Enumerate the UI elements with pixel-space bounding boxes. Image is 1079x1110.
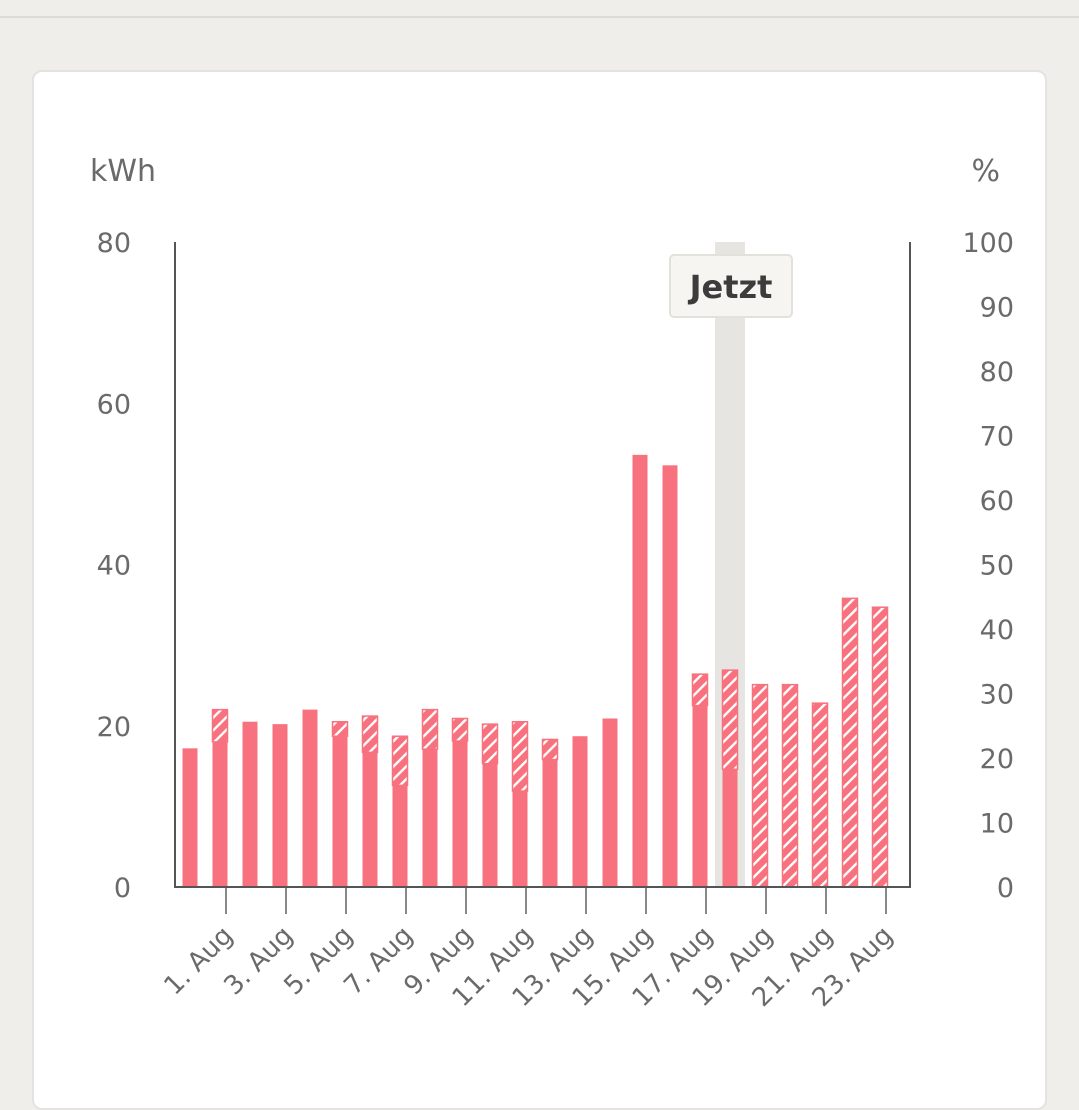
bar-10 — [452, 741, 468, 887]
left-tick-label: 20 — [97, 712, 131, 743]
bar-hatched-20 — [751, 683, 769, 888]
bar-2 — [212, 741, 228, 887]
bar-hatched-19 — [721, 669, 739, 771]
bar-hatched-6 — [331, 720, 349, 737]
bar-14 — [572, 736, 588, 887]
bar-hatched-8 — [391, 735, 409, 787]
right-tick-label: 100 — [962, 228, 1014, 259]
now-marker-tooltip — [669, 254, 793, 318]
right-tick-label: 20 — [980, 744, 1014, 775]
bar-16 — [632, 454, 648, 887]
bar-6 — [332, 736, 348, 887]
right-tick-label: 80 — [980, 357, 1014, 388]
bar-7 — [362, 752, 378, 887]
right-tick-label: 40 — [980, 615, 1014, 646]
bar-hatched-12 — [511, 720, 529, 792]
bar-hatched-18 — [691, 673, 709, 707]
left-tick-label: 80 — [97, 228, 131, 259]
chart-card — [32, 70, 1047, 1110]
right-tick-label: 0 — [997, 873, 1014, 904]
bar-hatched-2 — [211, 708, 229, 743]
right-tick-label: 70 — [980, 422, 1014, 453]
bar-hatched-13 — [541, 738, 559, 761]
bar-hatched-10 — [451, 717, 469, 742]
left-axis-unit: kWh — [90, 154, 156, 189]
bar-13 — [542, 759, 558, 887]
bar-5 — [302, 709, 318, 887]
bar-hatched-9 — [421, 708, 439, 750]
bar-17 — [662, 465, 678, 887]
top-divider — [0, 16, 1079, 18]
bar-11 — [482, 763, 498, 887]
bar-hatched-11 — [481, 723, 499, 765]
now-marker-label: Jetzt — [688, 268, 773, 306]
bar-1 — [182, 748, 198, 887]
left-tick-label: 40 — [97, 551, 131, 582]
right-tick-label: 30 — [980, 680, 1014, 711]
bar-hatched-21 — [781, 683, 799, 888]
left-tick-label: 0 — [114, 873, 131, 904]
bar-hatched-7 — [361, 715, 379, 754]
right-tick-label: 60 — [980, 486, 1014, 517]
bar-hatched-23 — [841, 597, 859, 888]
bar-12 — [512, 791, 528, 887]
bar-9 — [422, 749, 438, 887]
bar-4 — [272, 724, 288, 887]
right-tick-label: 10 — [980, 809, 1014, 840]
right-tick-label: 90 — [980, 293, 1014, 324]
bar-8 — [392, 785, 408, 887]
bar-19 — [722, 769, 738, 887]
right-axis-unit: % — [971, 154, 1000, 189]
left-tick-label: 60 — [97, 389, 131, 420]
bar-hatched-22 — [811, 702, 829, 888]
bar-3 — [242, 721, 258, 887]
bar-hatched-24 — [871, 606, 889, 888]
bar-18 — [692, 705, 708, 887]
right-tick-label: 50 — [980, 551, 1014, 582]
bar-15 — [602, 718, 618, 887]
